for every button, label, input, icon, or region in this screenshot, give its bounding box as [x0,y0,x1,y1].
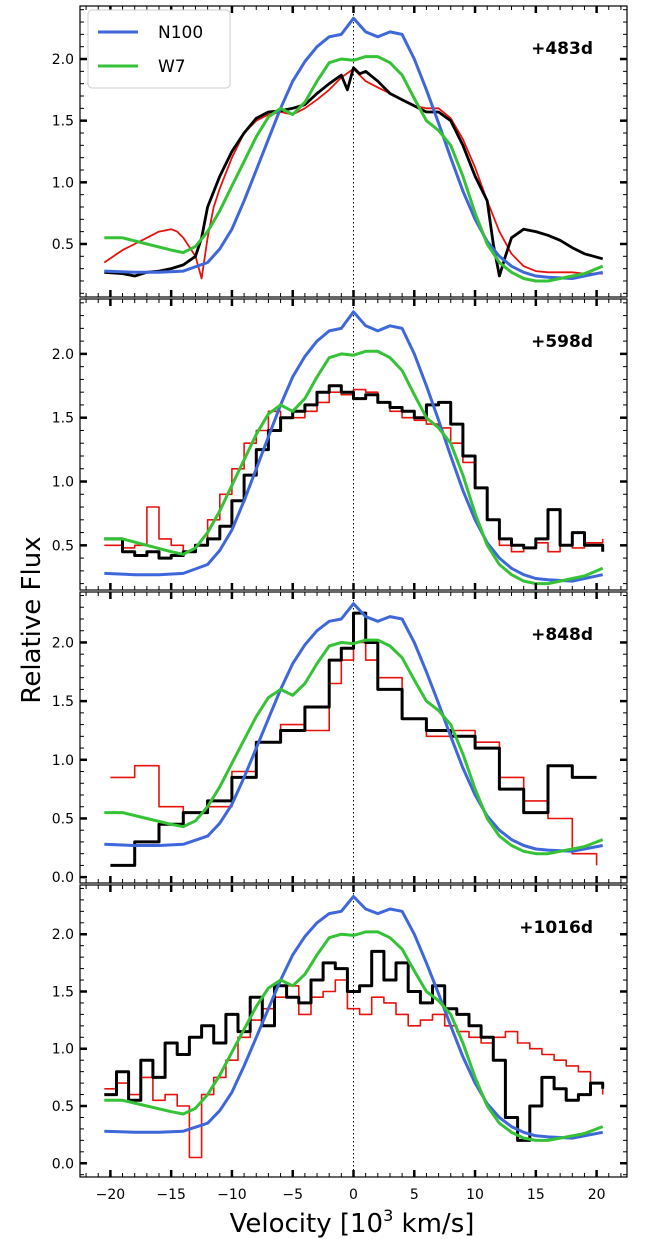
y-tick-label: 0.5 [52,237,74,253]
y-tick-label: 0.0 [52,1156,74,1172]
x-tick-label: −10 [217,1187,247,1203]
y-tick-label: 1.5 [52,411,74,427]
y-tick-label: 2.0 [52,52,74,68]
legend-label-n100: N100 [158,23,203,43]
y-axis-label: Relative Flux [17,536,47,703]
n100-model-line [104,895,603,1140]
y-tick-label: 1.5 [52,114,74,130]
y-tick-label: 2.0 [52,635,74,651]
panels-layer: 0.5 1.0 1.5 2.0 +483d 0.5 1.0 1.5 2.0 +598d 0.0 0.5… [52,5,628,1203]
y-tick-label: 1.0 [52,753,74,769]
x-tick-label: −5 [282,1187,303,1203]
w7-model-line [104,638,604,856]
y-tick-label: 0.5 [52,1099,74,1115]
x-tick-label: 10 [466,1187,484,1203]
y-tick-label: 0.5 [52,811,74,827]
black-spectrum-line [104,66,604,278]
panel-3: 0.0 0.5 1.0 1.5 2.0 +848d [52,591,628,886]
epoch-label: +598d [531,332,593,352]
y-tick-label: 0.0 [52,870,74,886]
y-tick-label: 1.0 [52,175,74,191]
red-spectrum-line [110,641,598,866]
y-tick-label: 1.0 [52,475,74,491]
x-tick-label: 15 [527,1187,545,1203]
y-tick-label: 1.5 [52,984,74,1000]
n100-model-line [104,602,603,853]
y-tick-label: 0.5 [52,538,74,554]
red-spectrum-line [104,979,604,1159]
x-axis-label: Velocity [103 km/s] [230,1206,475,1239]
w7-model-line [104,930,604,1142]
epoch-label: +1016d [519,918,593,938]
n100-model-line [104,16,603,280]
black-spectrum-line [104,949,605,1142]
w7-model-line [104,349,604,586]
epoch-label: +483d [531,39,593,59]
w7-model-line [104,55,604,283]
black-spectrum-line [110,611,597,867]
y-tick-label: 2.0 [52,347,74,363]
y-tick-label: 1.5 [52,694,74,710]
panel-2: 0.5 1.0 1.5 2.0 +598d [52,298,628,591]
legend: N100 W7 [87,9,231,89]
x-tick-label: −15 [156,1187,186,1203]
panel-1: 0.5 1.0 1.5 2.0 +483d [52,5,628,298]
x-tick-label: 20 [588,1187,606,1203]
x-tick-label: 5 [410,1187,419,1203]
epoch-label: +848d [531,625,593,645]
y-tick-label: 2.0 [52,927,74,943]
n100-model-line [104,310,604,583]
red-spectrum-line [103,68,603,280]
legend-frame [87,9,231,89]
y-tick-label: 1.0 [52,1042,74,1058]
x-tick-label: 0 [349,1187,358,1203]
x-tick-label: −20 [96,1187,126,1203]
legend-label-w7: W7 [158,57,186,77]
panel-4: 0.0 0.5 1.0 1.5 2.0 +1016d [52,884,628,1178]
